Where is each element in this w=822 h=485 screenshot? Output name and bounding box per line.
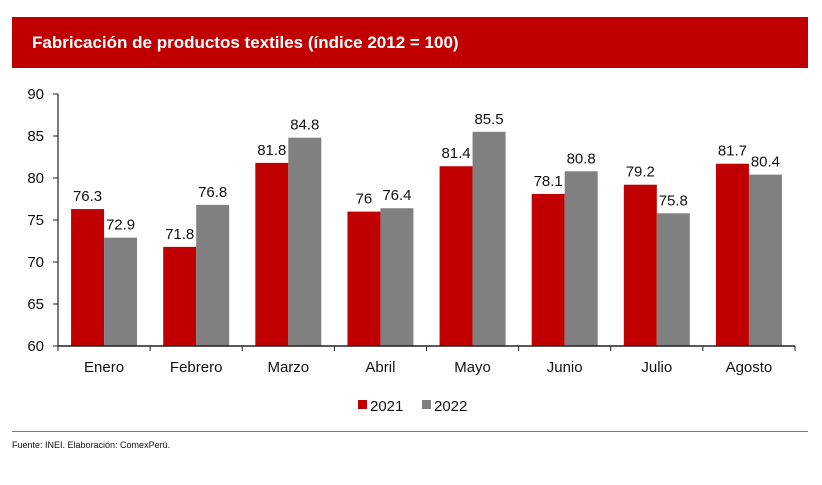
- data-label-2022-abril: 76.4: [382, 187, 411, 204]
- bar-2021-julio: [623, 184, 657, 346]
- x-tick-label-junio: Junio: [547, 359, 583, 376]
- data-label-2022-febrero: 76.8: [198, 184, 227, 201]
- data-label-2021-julio: 79.2: [626, 164, 655, 181]
- bar-2022-junio: [564, 171, 598, 346]
- data-label-2021-abril: 76: [356, 191, 373, 208]
- x-tick-label-agosto: Agosto: [726, 359, 773, 376]
- x-tick-label-enero: Enero: [84, 359, 124, 376]
- data-label-2022-mayo: 85.5: [474, 111, 503, 128]
- x-tick-label-marzo: Marzo: [267, 359, 309, 376]
- bar-2021-enero: [71, 209, 105, 346]
- legend-label-2022: 2022: [434, 398, 467, 415]
- legend-swatch-2022: [422, 400, 431, 409]
- data-label-2021-marzo: 81.8: [257, 142, 286, 159]
- bar-2022-marzo: [288, 137, 322, 346]
- data-label-2021-junio: 78.1: [534, 173, 563, 190]
- y-tick-label-60: 60: [27, 338, 44, 355]
- data-label-2022-junio: 80.8: [567, 150, 596, 167]
- bar-2021-mayo: [439, 166, 473, 346]
- bar-2022-mayo: [472, 131, 506, 346]
- y-tick-label-65: 65: [27, 296, 44, 313]
- data-label-2021-enero: 76.3: [73, 188, 102, 205]
- bars-group: [71, 131, 782, 346]
- legend-label-2021: 2021: [370, 398, 403, 415]
- data-label-2022-enero: 72.9: [106, 217, 135, 234]
- bar-2021-junio: [531, 193, 565, 346]
- labels-group: 76.3 71.8 81.8 76 81.4 78.1 79.2 81.7 72.9 76.8 84…: [73, 111, 780, 243]
- bar-2022-agosto: [748, 174, 782, 346]
- bar-2022-julio: [656, 213, 690, 346]
- data-label-2022-marzo: 84.8: [290, 117, 319, 134]
- bar-2022-febrero: [196, 204, 230, 346]
- bar-2021-febrero: [163, 246, 197, 346]
- x-tick-label-abril: Abril: [365, 359, 395, 376]
- bar-2021-abril: [347, 211, 381, 346]
- data-label-2021-mayo: 81.4: [441, 145, 470, 162]
- bar-2021-agosto: [715, 163, 749, 346]
- chart-title: Fabricación de productos textiles (índic…: [32, 33, 459, 52]
- y-tick-label-80: 80: [27, 170, 44, 187]
- data-label-2022-agosto: 80.4: [751, 154, 780, 171]
- x-tick-label-febrero: Febrero: [170, 359, 223, 376]
- bar-2022-enero: [104, 237, 138, 346]
- data-label-2021-febrero: 71.8: [165, 226, 194, 243]
- data-label-2022-julio: 75.8: [659, 192, 688, 209]
- y-tick-label-70: 70: [27, 254, 44, 271]
- legend: 2021 2022: [358, 398, 467, 415]
- y-tick-label-75: 75: [27, 212, 44, 229]
- bar-chart: 60 65 70 75 80 85 90 Enero Febrero Marzo Abril Mayo…: [27, 86, 796, 415]
- y-tick-label-85: 85: [27, 128, 44, 145]
- x-tick-label-mayo: Mayo: [454, 359, 491, 376]
- title-banner: Fabricación de productos textiles (índic…: [12, 17, 808, 68]
- y-tick-label-90: 90: [27, 86, 44, 103]
- data-label-2021-agosto: 81.7: [718, 143, 747, 160]
- source-note: Fuente: INEI. Elaboración: ComexPerú.: [12, 440, 171, 450]
- bar-2021-marzo: [255, 162, 289, 346]
- x-tick-label-julio: Julio: [641, 359, 672, 376]
- footer-separator: [12, 431, 808, 432]
- bar-2022-abril: [380, 208, 414, 346]
- legend-swatch-2021: [358, 400, 367, 409]
- axes-group: 60 65 70 75 80 85 90 Enero Febrero Marzo Abril Mayo…: [27, 86, 796, 376]
